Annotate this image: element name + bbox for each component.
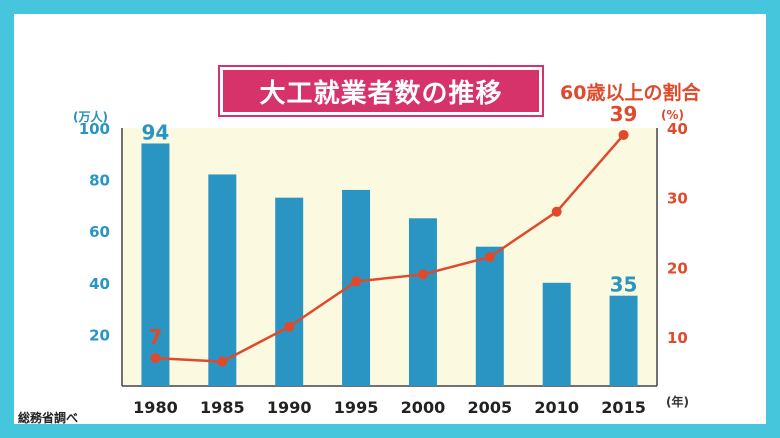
line-point — [484, 252, 495, 262]
left-tick-label: 80 — [89, 172, 110, 190]
bar — [275, 197, 304, 386]
bar-data-label: 94 — [142, 120, 170, 144]
title-box: 大工就業者数の推移 — [220, 67, 542, 115]
line-series-title: 60歳以上の割合 — [560, 82, 701, 104]
bar — [609, 295, 638, 386]
right-tick-label: 20 — [667, 259, 688, 277]
right-axis-unit: (%) — [661, 108, 684, 122]
x-tick-label: 2000 — [401, 398, 446, 417]
line-point — [217, 356, 228, 367]
left-tick-label: 40 — [89, 275, 110, 293]
left-tick-label: 60 — [89, 223, 110, 241]
left-tick-label: 20 — [89, 326, 110, 344]
line-point — [351, 276, 362, 287]
line-data-label: 39 — [610, 102, 638, 126]
line-data-label: 7 — [148, 325, 162, 349]
source-note: 総務省調べ — [18, 411, 79, 425]
line-point — [417, 269, 428, 280]
bar — [542, 282, 571, 386]
x-tick-label: 1980 — [133, 398, 178, 417]
chart-title: 大工就業者数の推移 — [259, 78, 503, 109]
x-tick-label: 1995 — [334, 398, 379, 417]
x-tick-label: 1985 — [200, 398, 245, 417]
x-tick-label: 2010 — [534, 398, 579, 417]
bar — [208, 174, 237, 386]
right-tick-label: 40 — [667, 120, 688, 138]
x-tick-label: 2005 — [468, 398, 513, 417]
line-point — [284, 321, 295, 332]
right-tick-label: 10 — [667, 329, 688, 347]
line-point — [551, 206, 562, 217]
line-point — [150, 353, 161, 364]
right-tick-label: 30 — [667, 190, 688, 208]
left-axis-unit: (万人) — [73, 110, 108, 124]
left-tick-label: 100 — [79, 120, 110, 138]
x-tick-label: 2015 — [601, 398, 646, 417]
line-series-path — [155, 134, 625, 363]
bar — [408, 218, 437, 386]
line-point — [618, 129, 629, 140]
bar — [475, 246, 504, 386]
x-axis-unit: (年) — [666, 395, 689, 409]
x-tick-label: 1990 — [267, 398, 312, 417]
bar — [141, 143, 170, 386]
bar-data-label: 35 — [610, 273, 638, 297]
